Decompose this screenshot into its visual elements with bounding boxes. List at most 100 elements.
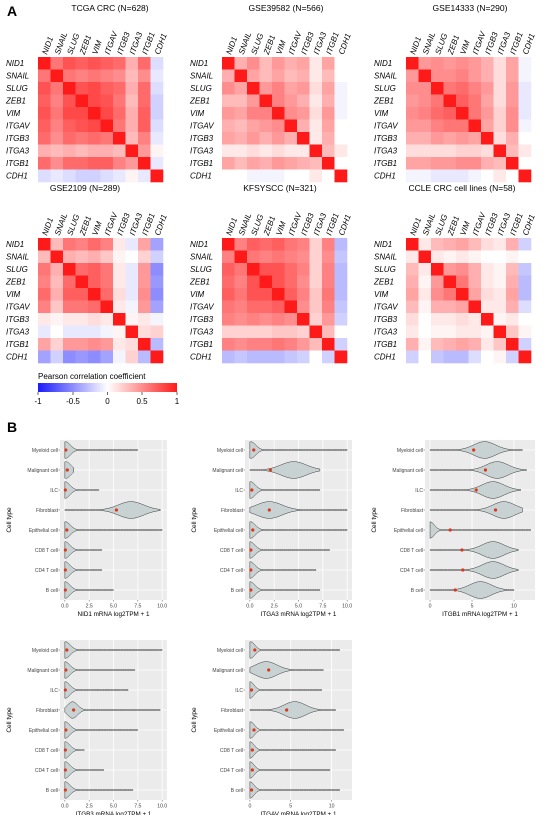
heatmap-cell — [309, 238, 323, 251]
heatmap-cell — [247, 82, 260, 95]
heatmap-row-label: ITGA3 — [6, 328, 30, 337]
heatmap-row-label: ITGB1 — [374, 340, 397, 349]
heatmap-row-label: ITGAV — [6, 303, 30, 312]
category-label: CD8 T cell — [35, 548, 58, 554]
heatmap-cell — [468, 238, 482, 251]
heatmap-cell — [63, 275, 76, 289]
heatmap-cell — [443, 275, 457, 289]
heatmap-cell — [38, 94, 51, 108]
heatmap-cell — [284, 82, 298, 95]
violin-shape — [429, 441, 523, 459]
heatmap-row-label: ZEB1 — [5, 97, 26, 106]
heatmap-cell — [431, 69, 444, 83]
heatmap-cell — [272, 250, 285, 264]
heatmap-cell — [418, 157, 432, 170]
heatmap-cell — [75, 313, 89, 326]
heatmap-cell — [38, 250, 51, 264]
heatmap-cell — [322, 57, 335, 70]
heatmap-cell — [334, 350, 348, 364]
heatmap-cell — [272, 132, 285, 145]
heatmap-cell — [443, 263, 457, 276]
heatmap-row-label: SNAIL — [6, 253, 29, 262]
mean-point — [63, 748, 67, 752]
heatmap-cell — [334, 69, 348, 83]
violin-shape — [249, 461, 321, 479]
heatmap-cell — [75, 82, 89, 95]
heatmap-cell — [150, 82, 164, 95]
heatmap-cell — [309, 132, 323, 145]
category-label: Malignant cell — [392, 468, 423, 474]
heatmap-row-label: CDH1 — [374, 353, 396, 362]
heatmap-cell — [493, 132, 507, 145]
heatmap-cell — [297, 69, 310, 83]
heatmap-cell — [38, 69, 51, 83]
heatmap-cell — [75, 288, 89, 301]
heatmap-cell — [234, 238, 248, 251]
heatmap-cell — [506, 288, 519, 301]
category-label: Myeloid cell — [32, 448, 58, 454]
heatmap-cell — [309, 69, 323, 83]
category-label: Epithelial cell — [214, 728, 243, 734]
heatmap-cell — [50, 94, 64, 108]
heatmap-cell — [297, 82, 310, 95]
heatmap-cell — [443, 132, 457, 145]
heatmap-cell — [406, 275, 419, 289]
violin-shape — [64, 681, 129, 699]
heatmap-cell — [493, 338, 507, 351]
heatmap-cell — [468, 132, 482, 145]
heatmap-cell — [468, 144, 482, 158]
heatmap-cell — [284, 288, 298, 301]
mean-point — [63, 768, 67, 772]
category-label: B cell — [411, 588, 423, 594]
heatmap-cell — [506, 169, 519, 183]
heatmap-cell — [63, 82, 76, 95]
heatmap-cell — [150, 69, 164, 83]
heatmap-cell — [443, 325, 457, 339]
violin-shape — [249, 721, 345, 739]
mean-point — [249, 548, 253, 552]
violin-shape — [249, 681, 323, 699]
heatmap-cell — [113, 238, 126, 251]
heatmap-cell — [75, 144, 89, 158]
heatmap-cell — [468, 250, 482, 264]
heatmap-cell — [75, 250, 89, 264]
violin-shape — [64, 701, 161, 719]
heatmap-cell — [443, 169, 457, 183]
legend-tick-label: -1 — [34, 397, 42, 406]
heatmap-cell — [481, 288, 494, 301]
heatmap-cell — [493, 69, 507, 83]
heatmap-cell — [481, 313, 494, 326]
heatmap-cell — [113, 119, 126, 133]
heatmap-cell — [50, 338, 64, 351]
violin-shape — [249, 481, 321, 499]
category-label: Epithelial cell — [29, 728, 58, 734]
mean-point — [285, 708, 289, 712]
heatmap-cell — [100, 82, 114, 95]
heatmap-cell — [272, 169, 285, 183]
heatmap-cell — [468, 82, 482, 95]
heatmap-cell — [334, 57, 348, 70]
y-axis-label: Cell type — [6, 707, 13, 733]
heatmap-cell — [63, 338, 76, 351]
heatmap-cell — [272, 157, 285, 170]
heatmap-cell — [297, 275, 310, 289]
heatmap-row-label: ITGA3 — [190, 328, 214, 337]
heatmap-cell — [150, 157, 164, 170]
y-axis-label: Cell type — [191, 707, 198, 733]
category-label: CD8 T cell — [220, 748, 243, 754]
heatmap-row-label: ZEB1 — [189, 278, 210, 287]
heatmap-cell — [406, 94, 419, 108]
heatmap-cell — [481, 119, 494, 133]
heatmap-cell — [247, 300, 260, 314]
heatmap-cell — [334, 238, 348, 251]
violin-shape — [249, 501, 348, 519]
heatmap-cell — [247, 94, 260, 108]
heatmap-cell — [322, 107, 335, 120]
heatmap-cell — [272, 144, 285, 158]
heatmap-cell — [259, 144, 273, 158]
violin-shape — [429, 561, 519, 579]
heatmap-cell — [50, 313, 64, 326]
heatmap-cell — [63, 350, 76, 364]
heatmap-cell — [456, 169, 469, 183]
category-label: Epithelial cell — [214, 528, 243, 534]
